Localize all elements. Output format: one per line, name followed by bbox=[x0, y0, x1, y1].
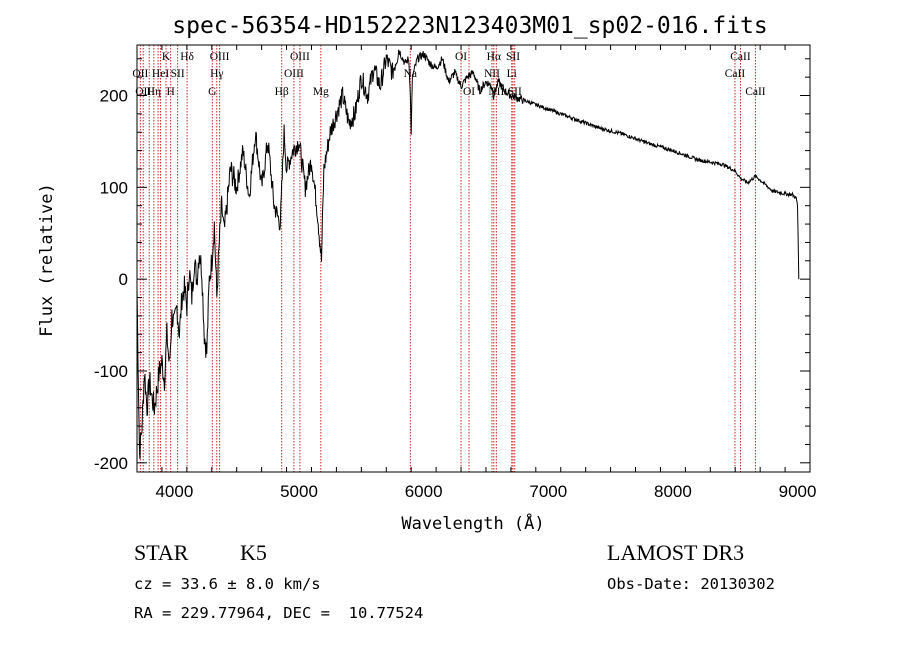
spectral-line-label: SII bbox=[508, 86, 522, 98]
x-tick-label: 5000 bbox=[280, 482, 318, 501]
spectral-line-label: Hα bbox=[487, 51, 501, 63]
spectral-line-label: SII bbox=[171, 68, 185, 80]
chart-title: spec-56354-HD152223N123403M01_sp02-016.f… bbox=[172, 13, 767, 39]
spectral-line-label: Mg bbox=[313, 86, 329, 98]
spectral-line-label: CaII bbox=[725, 68, 746, 80]
spectral-line-label: Na bbox=[404, 68, 417, 80]
spectral-line-label: OIII bbox=[284, 68, 304, 80]
x-tick-label: 8000 bbox=[654, 482, 692, 501]
y-tick-label: 0 bbox=[119, 270, 128, 289]
spectral-line-label: G bbox=[208, 86, 216, 98]
x-axis-label: Wavelength (Å) bbox=[401, 512, 544, 534]
x-tick-label: 9000 bbox=[779, 482, 817, 501]
spectral-line-label: H bbox=[166, 86, 174, 98]
y-tick-label: -100 bbox=[94, 362, 128, 381]
coordinates-text: RA = 229.77964, DEC = 10.77524 bbox=[134, 604, 424, 622]
y-tick-label: 200 bbox=[100, 87, 128, 106]
spectral-line-label: CaII bbox=[745, 86, 766, 98]
spectral-line-label: OIII bbox=[290, 51, 310, 63]
spectral-line-label: Hβ bbox=[275, 86, 289, 98]
spectral-line-label: OII bbox=[132, 68, 148, 80]
obs-date: Obs-Date: 20130302 bbox=[607, 575, 775, 593]
y-tick-label: 100 bbox=[100, 178, 128, 197]
line-labels: OIIOIIHηHeIKHSIIHδGHγOIIIHβOIIIOIIIMgNaO… bbox=[132, 51, 765, 98]
spectral-line-label: Li bbox=[507, 68, 517, 80]
spectral-line-label: NII bbox=[484, 68, 500, 80]
y-axis-label: Flux (relative) bbox=[37, 183, 57, 337]
spectral-line-label: Hδ bbox=[180, 51, 194, 63]
axis-ticks: 4000 5000 6000 7000 8000 9000 -200 -100 0 100 200 bbox=[94, 45, 816, 501]
x-tick-label: 6000 bbox=[405, 482, 443, 501]
spectral-line-label: OI bbox=[463, 86, 475, 98]
spectral-line-label: Hγ bbox=[210, 68, 223, 80]
spectral-line-label: NII bbox=[488, 86, 504, 98]
object-subclass: K5 bbox=[240, 540, 267, 565]
plot-frame bbox=[136, 44, 811, 473]
object-class: STAR bbox=[134, 540, 189, 565]
spectral-line-label: CaII bbox=[730, 51, 751, 63]
spectral-line-label: K bbox=[162, 51, 171, 63]
spectrum-line bbox=[136, 49, 800, 460]
spectral-line-label: OI bbox=[455, 51, 467, 63]
spectral-lines-layer bbox=[139, 45, 756, 472]
y-tick-label: -200 bbox=[94, 454, 128, 473]
spectral-line-label: OIII bbox=[210, 51, 230, 63]
x-tick-label: 4000 bbox=[155, 482, 193, 501]
spectrum-layer bbox=[136, 49, 800, 460]
spectral-line-label: OII bbox=[135, 86, 151, 98]
spectral-line-label: SII bbox=[506, 51, 520, 63]
survey-name: LAMOST DR3 bbox=[607, 540, 745, 565]
redshift-text: cz = 33.6 ± 8.0 km/s bbox=[134, 575, 321, 593]
spectral-line-label: Hη bbox=[147, 86, 161, 98]
x-tick-label: 7000 bbox=[529, 482, 567, 501]
spectral-line-label: HeI bbox=[152, 68, 169, 80]
